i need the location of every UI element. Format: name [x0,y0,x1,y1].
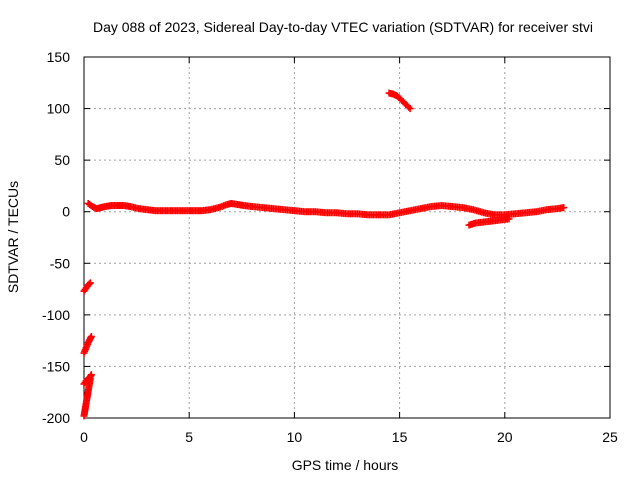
data-point-early1 [85,280,93,288]
plot-area-border [83,56,611,419]
y-tick-label: 50 [54,152,70,168]
grid [84,57,610,418]
y-tick-label: -150 [42,358,70,374]
x-tick-label: 5 [185,429,193,445]
y-axis-label: SDTVAR / TECUs [5,181,21,293]
data-point-arc [405,103,413,111]
y-tick-label: 150 [47,49,71,65]
x-tick-label: 25 [602,429,618,445]
x-tick-label: 15 [392,429,408,445]
data-point-early2 [87,333,95,341]
y-tick-label: -100 [42,307,70,323]
x-tick-label: 10 [287,429,303,445]
data-point-arc [406,105,414,113]
data-point-lower [505,215,513,223]
y-tick-label: -200 [42,410,70,426]
chart-title: Day 088 of 2023, Sidereal Day-to-day VTE… [93,19,593,35]
x-tick-label: 20 [497,429,513,445]
data-point-early1 [86,279,94,287]
y-tick-label: 100 [47,101,71,117]
y-tick-label: 0 [62,204,70,220]
x-tick-labels: 0 5 10 15 20 25 [80,429,618,445]
x-tick-label: 0 [80,429,88,445]
data-points [80,89,568,420]
y-tick-label: -50 [50,255,70,271]
y-tick-labels: -200 -150 -100 -50 0 50 100 150 [42,49,70,426]
data-point-early3 [87,371,95,379]
data-point-early4 [86,375,94,383]
data-point-main [560,204,568,212]
x-axis-label: GPS time / hours [292,457,399,473]
